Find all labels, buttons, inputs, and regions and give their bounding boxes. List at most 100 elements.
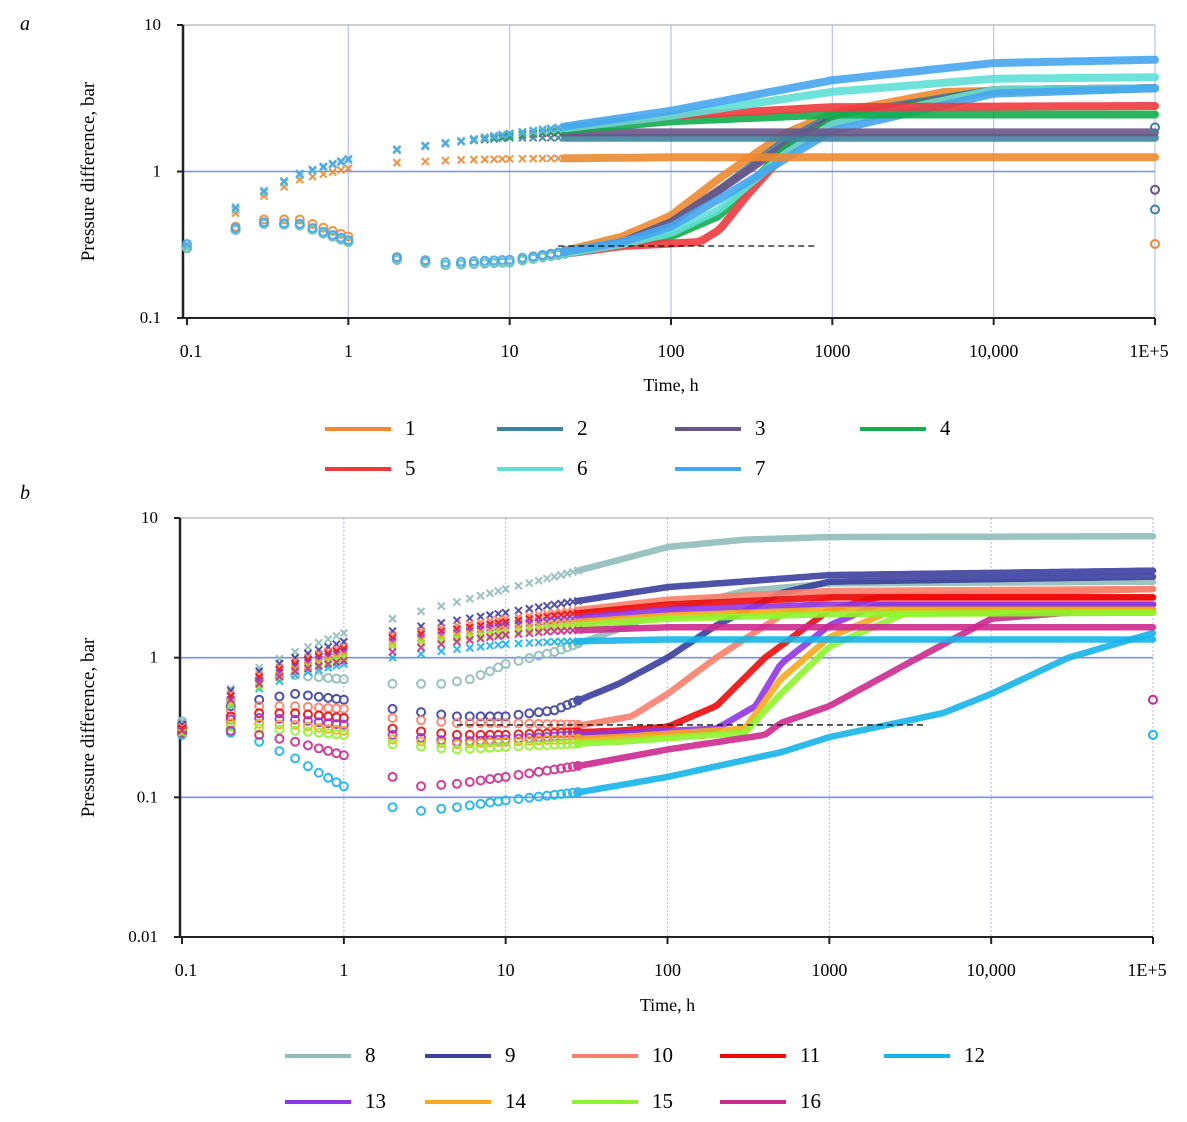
pressure-marker: [231, 205, 240, 214]
derivative-marker: [524, 729, 535, 740]
legend-swatch: [425, 1099, 491, 1104]
pressure-marker: [485, 633, 495, 642]
pressure-marker: [546, 127, 556, 136]
derivative-marker: [549, 739, 560, 750]
pressure-marker: [573, 596, 583, 606]
legend-label: 16: [800, 1089, 821, 1113]
pressure-marker: [303, 661, 313, 670]
derivative-marker: [313, 672, 324, 683]
series-7-derivative: [182, 84, 1159, 268]
pressure-marker: [501, 584, 510, 594]
pressure-marker: [328, 167, 337, 177]
derivative-marker: [338, 703, 349, 714]
series-15-pressure-line: [574, 609, 1157, 629]
derivative-marker: [294, 214, 305, 225]
pressure-marker: [538, 125, 547, 134]
derivative-marker: [290, 753, 301, 764]
derivative-marker: [279, 218, 290, 229]
derivative-marker: [313, 710, 324, 721]
derivative-marker: [524, 735, 535, 746]
derivative-marker: [416, 726, 427, 737]
pressure-marker: [328, 159, 337, 168]
series-16-pressure: [177, 624, 1157, 735]
end-marker: [1150, 122, 1160, 133]
derivative-marker: [567, 738, 578, 749]
x-tick-label: 1E+5: [1127, 960, 1166, 980]
derivative-marker: [524, 718, 535, 729]
derivative-marker: [323, 772, 334, 783]
derivative-marker: [464, 674, 475, 685]
pressure-marker: [303, 642, 313, 652]
pressure-marker: [480, 133, 489, 142]
pressure-marker: [465, 632, 474, 642]
derivative-marker: [504, 254, 515, 265]
pressure-marker: [388, 647, 397, 657]
derivative-marker: [274, 733, 285, 744]
series-1-pressure: [182, 153, 1159, 253]
pressure-marker: [505, 131, 514, 141]
pressure-marker: [538, 128, 547, 137]
derivative-marker: [451, 802, 462, 813]
derivative-marker: [387, 739, 398, 750]
pressure-marker: [336, 165, 346, 175]
derivative-marker: [318, 226, 329, 237]
pressure-marker: [255, 682, 264, 691]
derivative-marker: [500, 795, 511, 806]
derivative-marker: [562, 739, 573, 750]
pressure-marker: [421, 157, 430, 166]
derivative-marker: [500, 659, 511, 670]
legend-swatch: [325, 426, 391, 431]
derivative-marker: [290, 736, 301, 747]
end-marker: [1150, 184, 1160, 195]
derivative-marker: [513, 718, 524, 729]
derivative-marker: [343, 235, 354, 246]
pressure-marker: [505, 154, 514, 164]
series-9-pressure: [177, 567, 1157, 730]
pressure-marker: [469, 134, 479, 144]
pressure-marker: [437, 633, 446, 642]
legend-label: 8: [365, 1043, 376, 1067]
pressure-marker: [485, 641, 495, 650]
pressure-marker: [529, 129, 538, 138]
derivative-marker: [513, 729, 524, 740]
derivative-marker: [416, 741, 427, 752]
pressure-marker: [501, 639, 510, 649]
derivative-marker: [567, 787, 578, 798]
derivative-marker: [302, 716, 313, 727]
pressure-marker: [416, 607, 426, 616]
x-tick-label: 10,000: [966, 960, 1016, 980]
pressure-marker: [485, 589, 495, 598]
x-tick-label: 1000: [814, 341, 850, 361]
pressure-marker: [437, 640, 446, 649]
series-9-derivative: [177, 573, 1157, 730]
pressure-marker: [494, 640, 503, 650]
derivative-marker: [436, 716, 447, 727]
x-tick-label: 100: [654, 960, 681, 980]
legend-label: 1: [405, 416, 416, 440]
legend-item-2: 2: [497, 416, 588, 441]
pressure-marker: [550, 637, 559, 646]
derivative-marker: [464, 711, 475, 722]
derivative-marker: [274, 713, 285, 724]
derivative-marker: [258, 217, 269, 228]
derivative-marker: [464, 776, 475, 787]
pressure-marker: [226, 697, 235, 707]
derivative-marker: [456, 256, 467, 267]
pressure-marker: [534, 576, 543, 585]
pressure-marker: [534, 628, 543, 637]
legend-item-9: 9: [425, 1043, 516, 1068]
derivative-marker: [290, 688, 301, 699]
derivative-marker: [500, 771, 511, 782]
pressure-marker: [314, 660, 323, 669]
legend-item-1: 1: [325, 416, 416, 441]
derivative-marker: [294, 218, 305, 229]
pressure-marker: [489, 154, 499, 164]
derivative-marker: [290, 708, 301, 719]
series-9-derivative-line: [574, 573, 1157, 704]
derivative-marker: [225, 721, 236, 732]
pressure-marker: [392, 158, 402, 167]
derivative-marker: [517, 252, 528, 263]
pressure-marker: [501, 630, 510, 640]
